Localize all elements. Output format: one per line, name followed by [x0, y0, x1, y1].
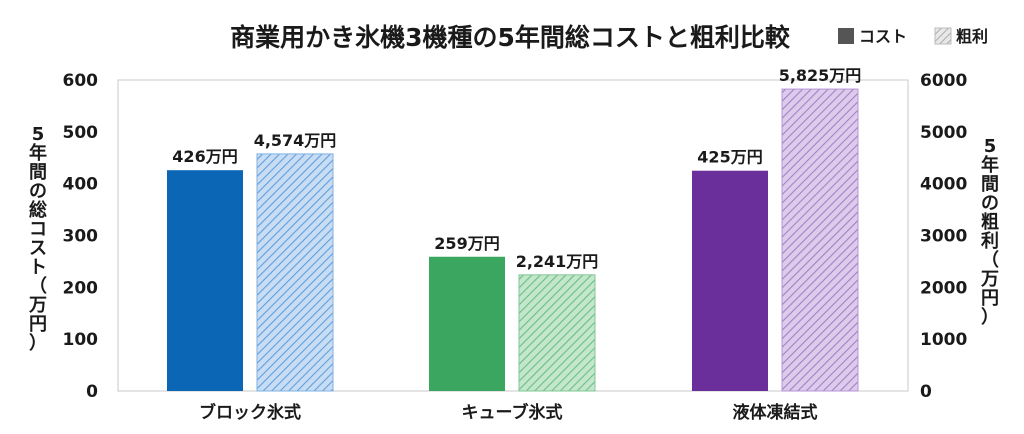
left-tick-label: 400 — [63, 175, 99, 195]
right-tick-label: 6000 — [920, 71, 967, 91]
plot-area — [117, 79, 909, 392]
bar-profit — [518, 274, 596, 392]
data-label-profit: 5,825万円 — [779, 66, 862, 85]
left-axis-title-text: 5 年間の総コスト（万円） — [28, 124, 47, 354]
category-labels: ブロック氷式 キューブ氷式 液体凍結式 — [199, 402, 818, 423]
data-labels: 426万円 4,574万円 259万円 2,241万円 425万円 5,825万円 — [172, 66, 861, 271]
right-axis-title: 5 年間の粗利（万円） — [980, 136, 999, 328]
right-tick-label: 1000 — [920, 330, 967, 350]
bar-cost — [167, 170, 243, 391]
bar-profit — [256, 153, 334, 392]
bars — [167, 88, 859, 392]
right-tick-label: 5000 — [920, 123, 967, 143]
left-tick-label: 500 — [63, 123, 99, 143]
legend-swatch-cost — [838, 28, 854, 44]
right-tick-label: 4000 — [920, 175, 967, 195]
bar-cost — [692, 170, 768, 391]
chart-title: 商業用かき氷機3機種の5年間総コストと粗利比較 — [230, 23, 791, 52]
left-tick-label: 300 — [63, 227, 99, 247]
category-label: 液体凍結式 — [733, 402, 818, 423]
data-label-profit: 4,574万円 — [254, 131, 337, 150]
category-label: キューブ氷式 — [462, 402, 563, 423]
data-label-cost: 426万円 — [172, 147, 237, 166]
right-axis-ticks: 0 1000 2000 3000 4000 5000 6000 — [920, 71, 967, 402]
legend-swatch-profit — [934, 27, 952, 45]
bar-cost — [429, 256, 505, 391]
legend: コスト 粗利 — [838, 27, 988, 46]
left-tick-label: 100 — [63, 330, 99, 350]
bar-profit — [781, 88, 859, 392]
right-tick-label: 2000 — [920, 278, 967, 298]
right-tick-label: 3000 — [920, 227, 967, 247]
left-tick-label: 200 — [63, 278, 99, 298]
data-label-cost: 425万円 — [697, 148, 762, 167]
legend-label-profit: 粗利 — [956, 27, 988, 46]
left-axis-title: 5 年間の総コスト（万円） — [28, 124, 47, 354]
left-tick-label: 600 — [63, 71, 99, 91]
legend-label-cost: コスト — [859, 27, 907, 46]
data-label-profit: 2,241万円 — [516, 252, 599, 271]
right-axis-title-text: 5 年間の粗利（万円） — [980, 136, 999, 328]
left-tick-label: 0 — [86, 382, 98, 402]
data-label-cost: 259万円 — [434, 234, 499, 253]
category-label: ブロック氷式 — [199, 402, 301, 423]
right-tick-label: 0 — [920, 382, 932, 402]
left-axis-ticks: 0 100 200 300 400 500 600 — [63, 71, 99, 402]
